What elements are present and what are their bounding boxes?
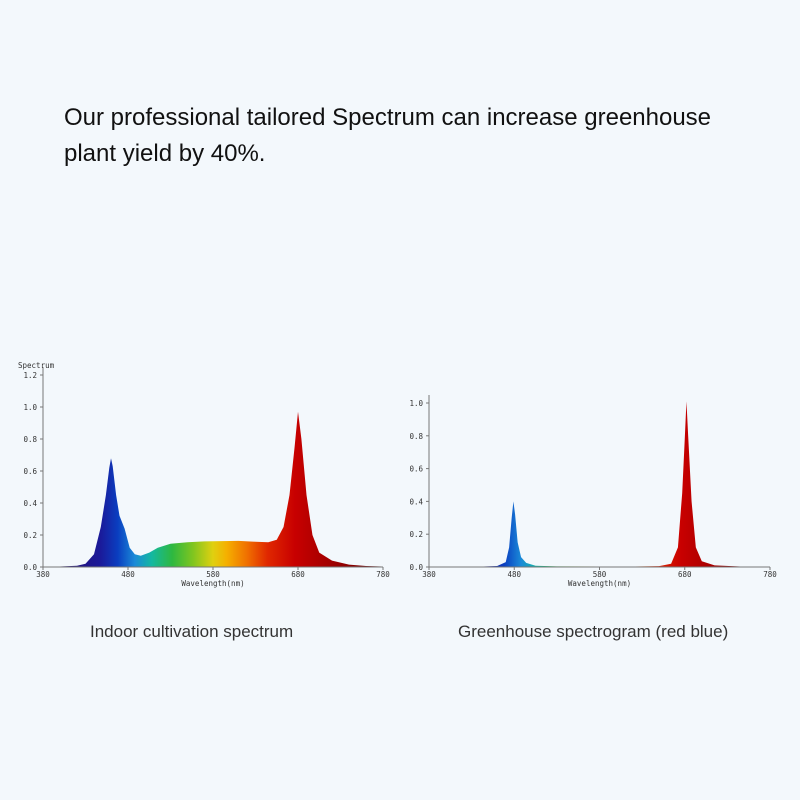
headline: Our professional tailored Spectrum can i… [64,104,712,167]
y-tick-label: 0.2 [23,531,37,540]
y-tick-label: 0.8 [23,435,37,444]
x-tick-label: 380 [422,570,436,579]
x-tick-label: 580 [206,570,220,579]
y-axis-label: Spectrum [18,361,55,370]
x-tick-label: 780 [763,570,777,579]
x-tick-label: 480 [507,570,521,579]
y-tick-label: 0.6 [23,467,37,476]
y-tick-label: 0.0 [23,563,37,572]
y-tick-label: 1.2 [23,371,37,380]
x-tick-label: 680 [291,570,305,579]
x-axis-label: Wavelength(nm) [568,579,631,588]
y-tick-label: 0.6 [409,465,423,474]
y-tick-label: 1.0 [23,403,37,412]
x-tick-label: 380 [36,570,50,579]
x-tick-label: 780 [376,570,390,579]
greenhouse-spectrum-caption: Greenhouse spectrogram (red blue) [458,622,729,641]
y-tick-label: 0.8 [409,432,423,441]
x-axis-label: Wavelength(nm) [181,579,244,588]
x-tick-label: 580 [593,570,607,579]
y-tick-label: 0.2 [409,530,423,539]
spectrum-area [43,411,383,567]
y-tick-label: 0.4 [23,499,37,508]
y-tick-label: 0.0 [409,563,423,572]
spectrum-area [429,401,770,567]
y-tick-label: 0.4 [409,497,423,506]
y-tick-label: 1.0 [409,399,423,408]
indoor-spectrum-chart: 0.0 0.2 0.4 0.6 0.8 1.0 1.2 380 480 580 680 780 Wave… [18,361,390,588]
x-tick-label: 480 [121,570,135,579]
greenhouse-spectrum-chart: 0.0 0.2 0.4 0.6 0.8 1.0 380 480 580 680 780 Wavelen… [409,395,777,588]
x-tick-label: 680 [678,570,692,579]
indoor-spectrum-caption: Indoor cultivation spectrum [90,622,294,641]
